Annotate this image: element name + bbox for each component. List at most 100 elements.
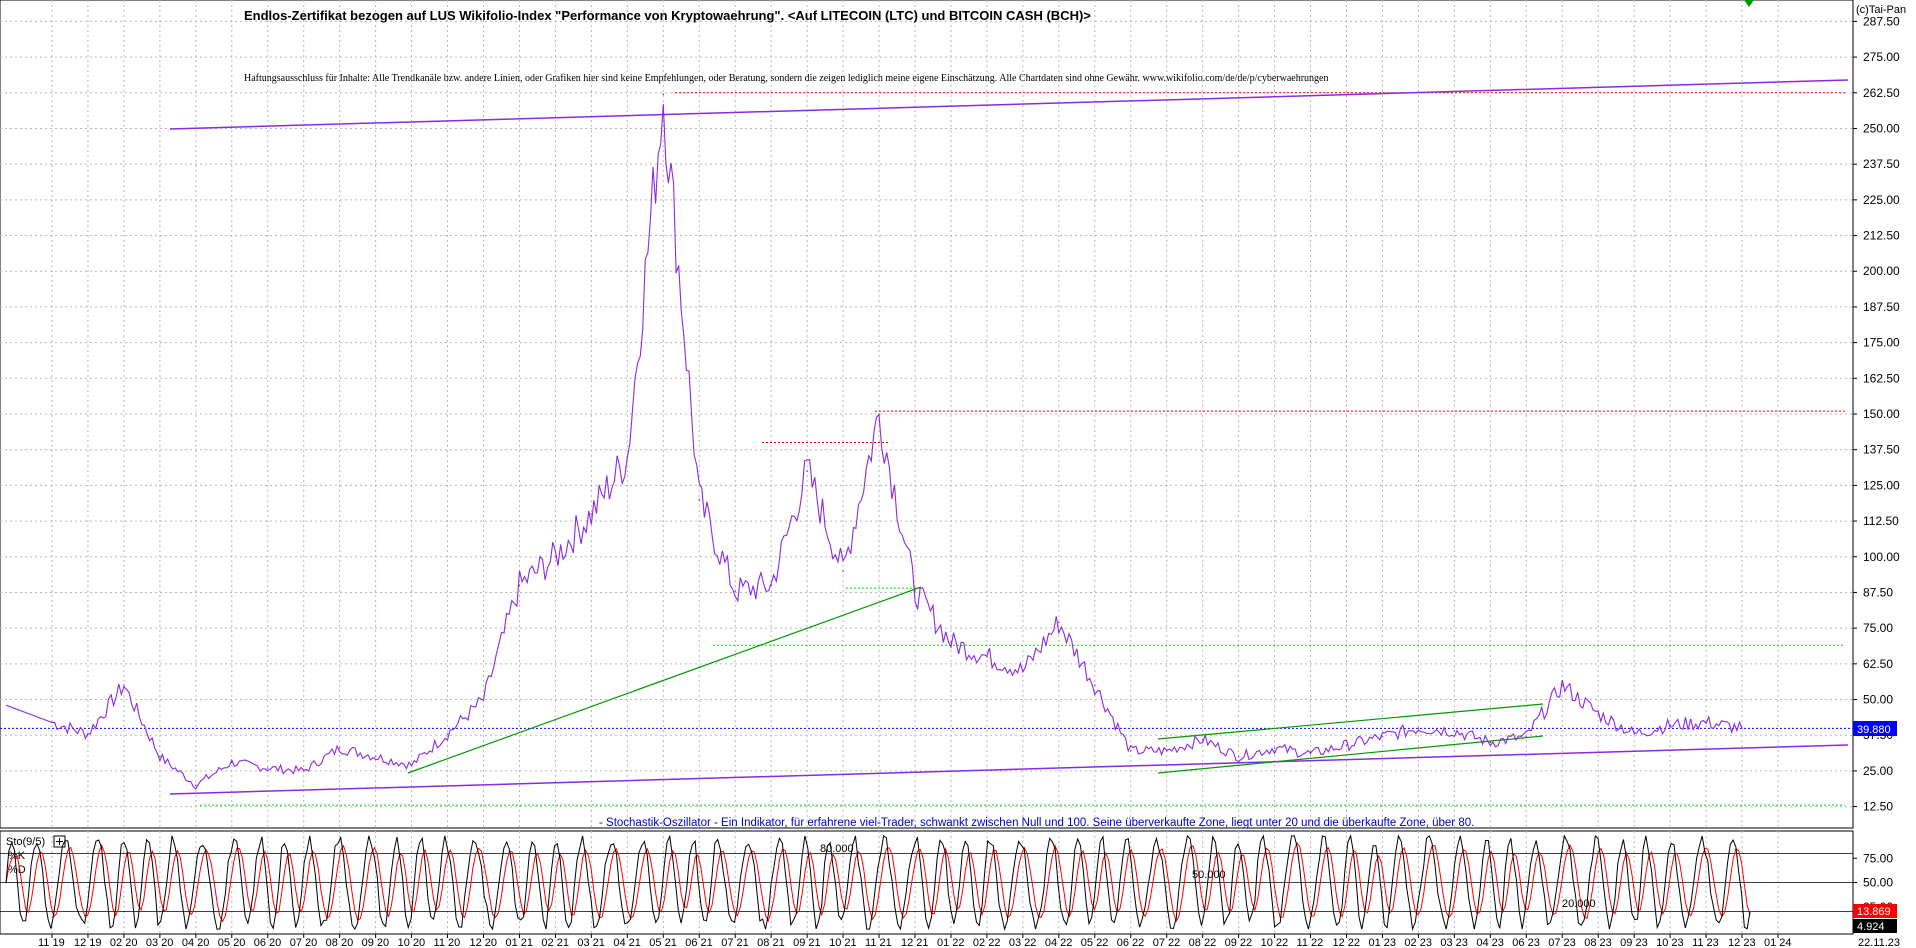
time-tick-label: 12 23	[1728, 937, 1756, 948]
price-point	[1022, 670, 1024, 672]
price-point	[1309, 752, 1312, 755]
time-tick-label: 11 22	[1297, 937, 1324, 948]
time-tick-label: 08 23	[1584, 937, 1612, 948]
time-tick-label: 12 22	[1333, 937, 1361, 948]
chart-title: Endlos-Zertifikat bezogen auf LUS Wikifo…	[244, 8, 1091, 23]
time-tick-label: 03 23	[1440, 937, 1468, 948]
current-price-box	[1853, 721, 1897, 736]
time-tick-label: 01 23	[1368, 937, 1396, 948]
price-point	[446, 732, 449, 735]
price-tick-label: 212.50	[1863, 229, 1900, 243]
price-tick-label: 25.00	[1863, 764, 1893, 778]
time-x-axis: 11 19 12 19 02 20 03 20 04 20 05 20 06 20 07 20…	[38, 934, 1792, 948]
price-tick-label: 262.50	[1863, 86, 1900, 100]
copyright-label: (c)Tai-Pan	[1856, 4, 1906, 16]
lower-trendline	[169, 744, 1849, 795]
price-point	[1705, 721, 1707, 724]
time-tick-label: 07 22	[1153, 937, 1181, 948]
time-tick-label: 10 21	[829, 937, 857, 948]
price-tick-label: 62.50	[1863, 657, 1893, 671]
price-tick-label: 75.00	[1863, 621, 1893, 635]
trendlines	[169, 79, 1849, 795]
stochastic-d-value: 4.924	[1857, 921, 1885, 933]
stochastic-title: Sto(9/5)	[6, 836, 45, 848]
price-point	[1597, 712, 1600, 715]
time-tick-label: 08 22	[1189, 937, 1217, 948]
price-point	[159, 755, 161, 758]
time-tick-label: 01 21	[505, 937, 533, 948]
price-tick-label: 175.00	[1863, 336, 1900, 350]
price-tick-label: 87.50	[1863, 585, 1893, 599]
stochastic-tick-label: 50.00	[1863, 876, 1893, 890]
expand-icon[interactable]	[53, 835, 66, 848]
price-point	[1345, 744, 1348, 746]
time-tick-label: 07 20	[290, 937, 318, 948]
time-tick-label: 04 21	[613, 937, 641, 948]
time-tick-label: 03 22	[1009, 937, 1037, 948]
stochastic-level-50: 50.000	[1192, 869, 1226, 881]
price-point	[410, 764, 413, 766]
price-point	[87, 732, 89, 735]
price-point	[338, 747, 341, 749]
price-point	[230, 761, 233, 764]
price-point	[590, 513, 593, 515]
green-channel-lower	[1157, 735, 1544, 774]
price-line	[5, 104, 1743, 790]
price-point	[302, 770, 305, 772]
price-point	[1417, 727, 1420, 729]
current-price-label: 39.880	[1857, 724, 1891, 736]
price-tick-label: 250.00	[1863, 121, 1900, 135]
stochastic-series	[5, 834, 1751, 932]
price-point	[842, 570, 844, 572]
time-tick-label: 06 23	[1512, 937, 1540, 948]
price-point	[626, 456, 629, 458]
price-point	[914, 590, 916, 592]
time-tick-label: 06 21	[685, 937, 713, 948]
price-tick-label: 162.50	[1863, 371, 1900, 385]
stochastic-k-line	[5, 834, 1751, 932]
time-tick-label: 06 22	[1117, 937, 1145, 948]
time-tick-label: 09 23	[1620, 937, 1648, 948]
horizontal-levels	[0, 92, 1853, 806]
green-uptrend-line	[407, 586, 922, 774]
stochastic-k-value-box	[1853, 904, 1897, 918]
signal-arrow-icon	[1744, 0, 1754, 7]
price-tick-label: 287.50	[1863, 14, 1900, 28]
stochastic-d-value-box	[1853, 919, 1897, 933]
time-tick-label: 12 20	[470, 937, 498, 948]
price-point	[1561, 684, 1564, 687]
price-point	[518, 584, 521, 587]
price-point	[662, 93, 665, 96]
price-point	[878, 413, 880, 415]
price-point	[986, 655, 988, 658]
time-tick-label: 05 22	[1081, 937, 1109, 948]
stochastic-description: - Stochastik-Oszillator - Ein Indikator,…	[599, 817, 1474, 829]
price-point	[698, 498, 701, 501]
price-point	[1669, 724, 1671, 727]
time-tick-label: 05 20	[218, 937, 246, 948]
time-tick-label: 12 19	[74, 937, 102, 948]
time-tick-label: 12 21	[901, 937, 929, 948]
price-grid	[0, 0, 1853, 828]
price-point	[482, 698, 485, 701]
price-point	[554, 555, 557, 558]
time-tick-label: 09 21	[793, 937, 821, 948]
price-tick-label: 100.00	[1863, 550, 1900, 564]
disclaimer-text: Haftungsausschluss für Inhalte: Alle Tre…	[244, 73, 1329, 84]
price-tick-label: 12.50	[1863, 800, 1893, 814]
price-tick-label: 50.00	[1863, 693, 1893, 707]
time-tick-label: 11 21	[865, 937, 892, 948]
time-tick-label: 04 23	[1476, 937, 1504, 948]
price-point	[1237, 755, 1240, 758]
price-y-axis: 287.50 275.00 262.50 250.00 237.50 225.00 212.…	[1853, 14, 1900, 814]
time-tick-label: 02 22	[973, 937, 1001, 948]
price-point	[734, 590, 737, 592]
price-point	[1093, 684, 1096, 687]
price-point	[1633, 732, 1635, 735]
price-point	[1273, 747, 1276, 749]
time-tick-label: 07 21	[721, 937, 749, 948]
time-tick-label: 11 23	[1692, 937, 1719, 948]
time-tick-label: 10 22	[1261, 937, 1289, 948]
price-point	[1525, 735, 1528, 738]
